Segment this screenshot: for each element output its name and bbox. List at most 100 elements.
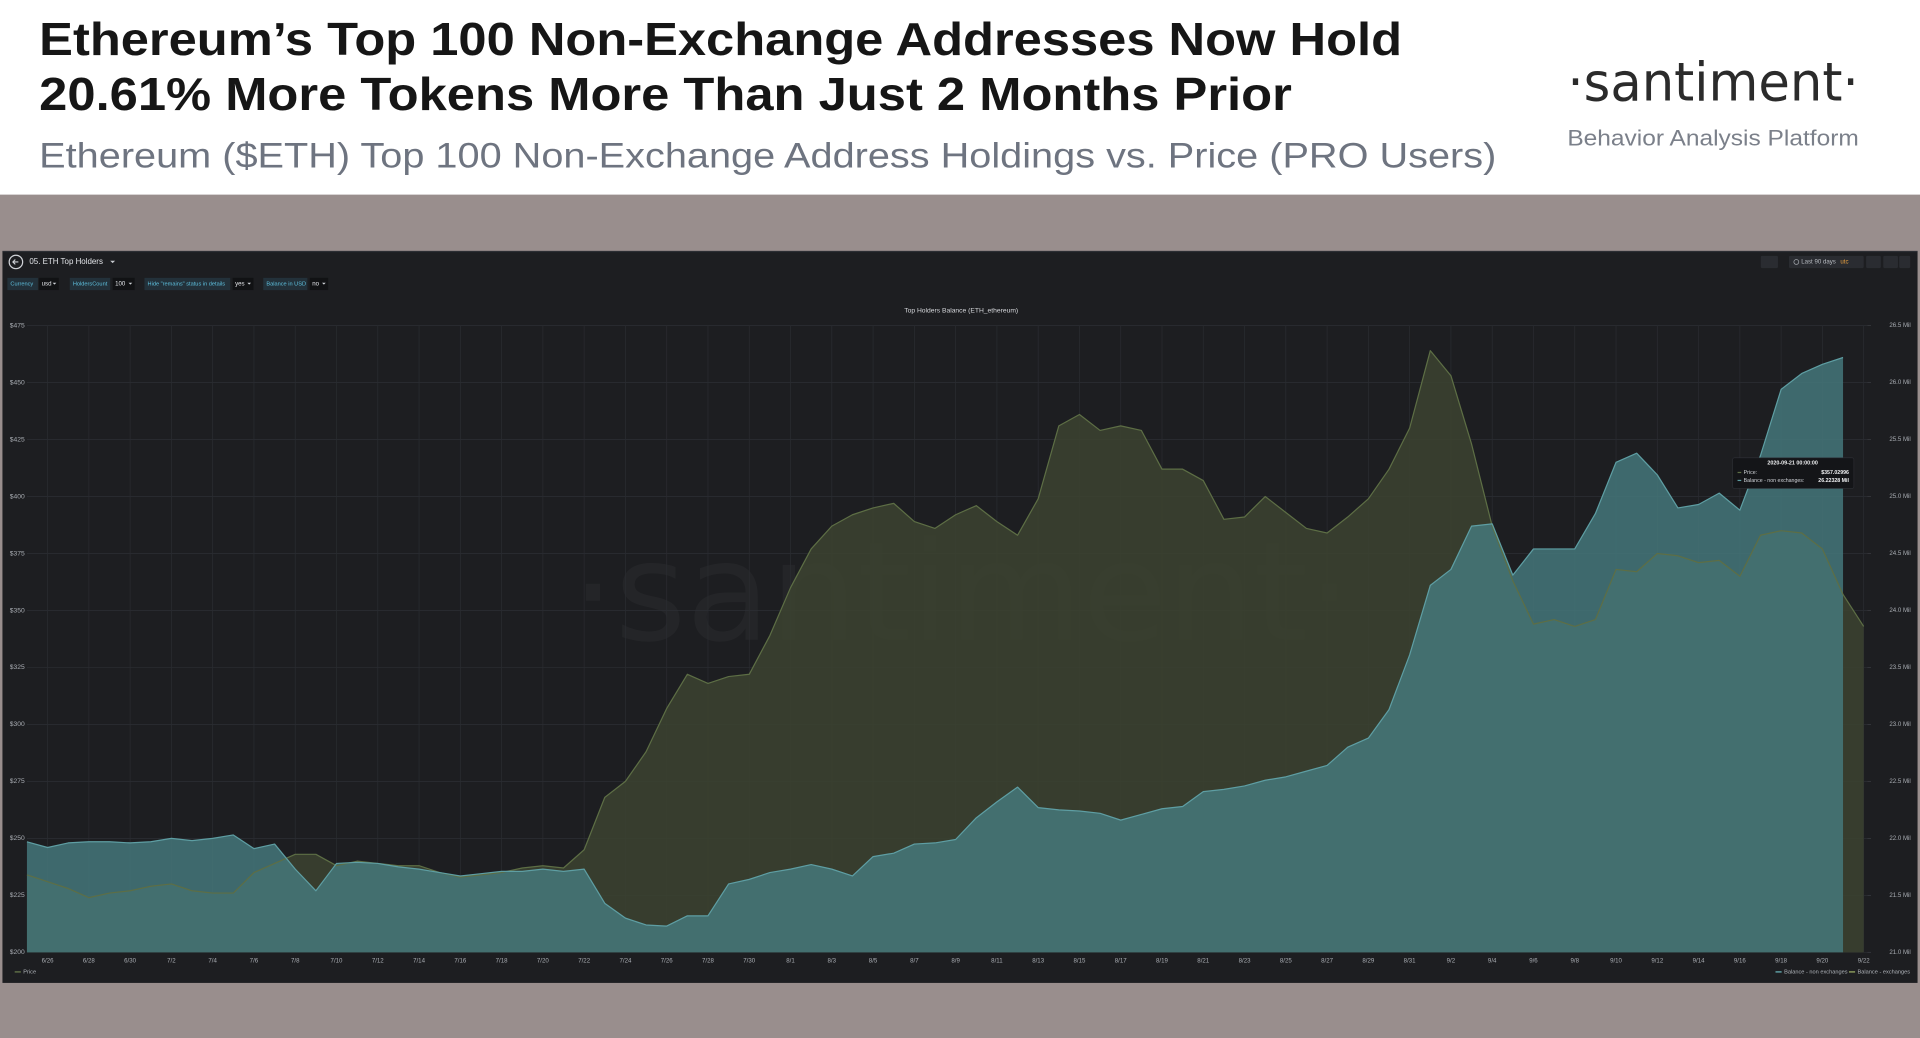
x-tick-label: 7/20 <box>537 957 549 964</box>
y-tick-label: $225 <box>10 892 25 899</box>
tooltip-box <box>1732 457 1855 489</box>
x-tick-label: 6/28 <box>83 957 95 964</box>
y2-tick-label: 23.0 Mil <box>1889 721 1910 728</box>
x-tick-label: 7/26 <box>661 957 673 964</box>
x-tick-label: 7/8 <box>291 957 300 964</box>
x-tick-label: 9/8 <box>1570 957 1579 964</box>
x-tick-label: 8/17 <box>1115 957 1127 964</box>
x-tick-label: 8/29 <box>1362 957 1374 964</box>
x-tick-label: 8/5 <box>869 957 878 964</box>
x-tick-label: 7/10 <box>331 957 343 964</box>
back-button[interactable] <box>8 254 24 270</box>
y-tick-label: $475 <box>10 322 25 329</box>
control-label-box <box>144 277 231 291</box>
control-value-box[interactable] <box>232 277 254 291</box>
control-label: Currency <box>10 281 33 287</box>
x-tick-label: 7/18 <box>496 957 508 964</box>
x-tick-label: 9/4 <box>1488 957 1497 964</box>
headline-line: 20.61% More Tokens More Than Just 2 Mont… <box>39 68 1292 120</box>
x-tick-label: 7/6 <box>250 957 259 964</box>
control-value-box[interactable] <box>39 277 59 291</box>
y2-tick-label: 21.5 Mil <box>1889 892 1910 899</box>
share-button[interactable] <box>1760 255 1778 269</box>
plot: Top Holders Balance (ETH_ethereum)·santi… <box>10 308 1911 976</box>
x-tick-label: 9/10 <box>1610 957 1622 964</box>
dropdown-caret <box>52 282 57 285</box>
control-value: yes <box>235 281 245 288</box>
x-tick-label: 8/9 <box>951 957 960 964</box>
x-tick-label: 7/4 <box>208 957 217 964</box>
refresh-button[interactable] <box>1883 255 1898 269</box>
header-background <box>0 0 1920 195</box>
y2-tick-label: 26.0 Mil <box>1889 379 1910 386</box>
headline-line: Ethereum’s Top 100 Non-Exchange Addresse… <box>39 13 1402 65</box>
dashboard-name[interactable]: 05. ETH Top Holders <box>29 257 103 266</box>
dropdown-caret <box>110 260 116 264</box>
legend-label[interactable]: Price <box>23 969 36 975</box>
legend-label[interactable]: Balance - non exchanges <box>1784 969 1848 975</box>
x-tick-label: 7/2 <box>167 957 176 964</box>
legend-label[interactable]: Balance - exchanges <box>1858 969 1911 975</box>
x-tick-label: 7/30 <box>743 957 755 964</box>
refresh-menu[interactable] <box>1899 255 1911 269</box>
control-label-box <box>7 277 38 291</box>
x-tick-label: 8/21 <box>1197 957 1209 964</box>
x-tick-label: 9/18 <box>1775 957 1787 964</box>
control-value: no <box>312 281 319 288</box>
tooltip-label: Balance - non exchanges: <box>1744 478 1805 484</box>
control-label: Hide "remains" status in details <box>148 281 226 287</box>
x-tick-label: 8/13 <box>1032 957 1044 964</box>
subtitle: Ethereum ($ETH) Top 100 Non-Exchange Add… <box>39 135 1496 175</box>
x-tick-label: 8/11 <box>991 957 1003 964</box>
y-tick-label: $250 <box>10 835 25 842</box>
time-picker[interactable] <box>1788 255 1864 269</box>
tooltip-value: 26.22328 Mil <box>1818 478 1849 484</box>
series-line <box>26 356 1844 927</box>
y-tick-label: $375 <box>10 550 25 557</box>
chart-title: Top Holders Balance (ETH_ethereum) <box>904 308 1018 315</box>
control-value-box[interactable] <box>309 277 329 291</box>
y-tick-label: $200 <box>10 949 25 956</box>
y-tick-label: $425 <box>10 436 25 443</box>
x-tick-label: 7/24 <box>619 957 631 964</box>
tooltip-value: $357.02996 <box>1821 470 1849 476</box>
control-value: usd <box>42 281 52 288</box>
x-tick-label: 9/6 <box>1529 957 1538 964</box>
tooltip-date: 2020-09-21 00:00:00 <box>1767 461 1818 467</box>
y2-tick-label: 25.0 Mil <box>1889 493 1910 500</box>
y-tick-label: $325 <box>10 664 25 671</box>
y-tick-label: $300 <box>10 721 25 728</box>
control-label: Balance in USD <box>266 281 306 287</box>
x-tick-label: 7/28 <box>702 957 714 964</box>
x-tick-label: 7/14 <box>413 957 425 964</box>
x-tick-label: 7/16 <box>454 957 466 964</box>
time-range: Last 90 days <box>1801 259 1836 266</box>
tooltip-label: Price: <box>1744 470 1757 476</box>
zoom-button[interactable] <box>1866 255 1881 269</box>
x-tick-label: 8/25 <box>1280 957 1292 964</box>
x-tick-label: 8/31 <box>1404 957 1416 964</box>
y2-tick-label: 22.0 Mil <box>1889 835 1910 842</box>
control-label-box <box>69 277 111 291</box>
x-tick-label: 9/20 <box>1816 957 1828 964</box>
y2-tick-label: 25.5 Mil <box>1889 436 1910 443</box>
control-label-box <box>263 277 308 291</box>
y2-tick-label: 22.5 Mil <box>1889 778 1910 785</box>
series-line <box>26 350 1865 899</box>
dropdown-caret <box>128 282 133 285</box>
control-value-box[interactable] <box>112 277 135 291</box>
y-tick-label: $400 <box>10 493 25 500</box>
y-tick-label: $350 <box>10 607 25 614</box>
timezone: utc <box>1840 259 1848 266</box>
x-tick-label: 9/2 <box>1447 957 1456 964</box>
x-tick-label: 8/3 <box>828 957 837 964</box>
variable-controls: Currency usd HoldersCount 100 Hide "remains"… <box>7 277 329 291</box>
x-tick-label: 9/14 <box>1693 957 1705 964</box>
back-arrow <box>12 259 19 265</box>
x-tick-label: 9/12 <box>1651 957 1663 964</box>
y2-tick-label: 21.0 Mil <box>1889 949 1910 956</box>
x-tick-label: 8/15 <box>1073 957 1085 964</box>
y2-tick-label: 24.5 Mil <box>1889 550 1910 557</box>
x-tick-label: 9/16 <box>1734 957 1746 964</box>
